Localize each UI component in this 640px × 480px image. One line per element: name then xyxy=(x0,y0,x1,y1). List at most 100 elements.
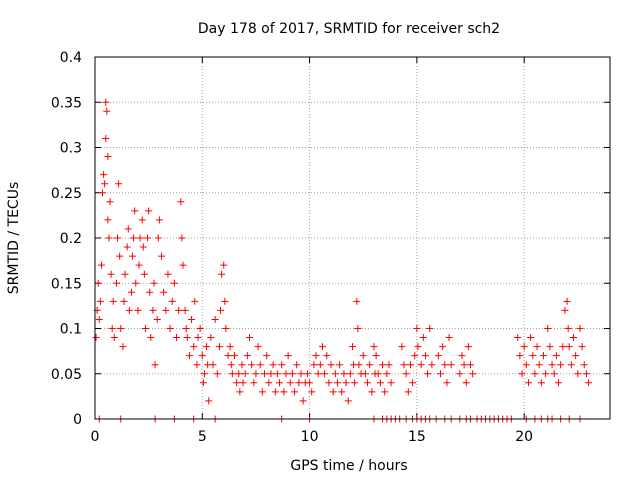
data-point xyxy=(514,334,522,342)
data-point xyxy=(353,297,361,305)
data-point xyxy=(226,343,234,351)
data-point xyxy=(135,261,143,269)
x-tick-label: 5 xyxy=(198,429,207,445)
data-point xyxy=(99,189,107,197)
data-point xyxy=(218,270,226,278)
data-point xyxy=(303,370,311,378)
y-tick-label: 0.2 xyxy=(60,231,82,247)
data-point xyxy=(203,343,211,351)
data-point xyxy=(146,288,154,296)
data-point xyxy=(109,297,117,305)
data-point xyxy=(342,379,350,387)
data-point xyxy=(338,388,346,396)
data-point xyxy=(280,388,288,396)
data-point xyxy=(419,334,427,342)
data-point xyxy=(205,397,213,405)
data-point xyxy=(102,134,110,142)
data-point xyxy=(383,370,391,378)
data-point xyxy=(199,379,207,387)
data-point xyxy=(182,325,190,332)
data-point xyxy=(539,352,547,360)
data-point xyxy=(364,379,372,387)
data-point xyxy=(385,361,393,369)
data-point xyxy=(144,234,152,242)
data-point xyxy=(417,361,425,369)
data-point xyxy=(149,306,157,314)
data-point xyxy=(447,361,455,369)
data-point xyxy=(154,234,162,242)
data-point xyxy=(241,370,249,378)
data-point xyxy=(414,343,422,351)
y-tick-label: 0.35 xyxy=(51,95,82,111)
data-point xyxy=(196,325,204,332)
data-point xyxy=(563,297,571,305)
data-point xyxy=(436,370,444,378)
data-point xyxy=(112,279,120,287)
data-point xyxy=(529,352,537,360)
data-point xyxy=(179,261,187,269)
data-point xyxy=(361,370,369,378)
data-point xyxy=(542,370,550,378)
data-point xyxy=(398,343,406,351)
data-point xyxy=(354,325,362,332)
data-point xyxy=(323,352,331,360)
data-point xyxy=(376,379,384,387)
data-point xyxy=(181,306,189,314)
data-point xyxy=(250,379,258,387)
data-point xyxy=(516,352,524,360)
data-point xyxy=(243,352,251,360)
data-point xyxy=(236,388,244,396)
data-point xyxy=(110,334,118,342)
data-point xyxy=(351,379,359,387)
data-point xyxy=(379,361,387,369)
data-point xyxy=(207,334,215,342)
data-point xyxy=(299,397,307,405)
data-point xyxy=(585,379,593,387)
data-point xyxy=(217,306,225,314)
data-point xyxy=(238,361,246,369)
y-axis-label: SRMTID / TECUs xyxy=(6,182,22,295)
data-point xyxy=(151,361,159,369)
data-point xyxy=(344,397,352,405)
data-point xyxy=(254,343,262,351)
data-point xyxy=(346,370,354,378)
data-point xyxy=(582,370,590,378)
data-point xyxy=(155,216,163,224)
data-point xyxy=(136,234,144,242)
data-point xyxy=(325,379,333,387)
data-point xyxy=(271,388,279,396)
data-point xyxy=(265,379,273,387)
data-point xyxy=(580,361,588,369)
data-point xyxy=(221,297,229,305)
plot-frame xyxy=(94,56,611,420)
data-point xyxy=(310,361,318,369)
data-point xyxy=(411,352,419,360)
data-point xyxy=(185,352,193,360)
data-point xyxy=(102,98,110,106)
data-point xyxy=(565,343,573,351)
y-tick-label: 0 xyxy=(73,412,82,428)
data-point xyxy=(131,207,139,215)
data-point xyxy=(413,325,421,332)
data-point xyxy=(578,343,586,351)
data-point xyxy=(546,343,554,351)
data-point xyxy=(555,379,562,387)
data-point xyxy=(286,379,294,387)
data-point xyxy=(467,361,475,369)
x-axis-label: GPS time / hours xyxy=(290,458,407,474)
data-point xyxy=(567,361,575,369)
data-point xyxy=(263,352,271,360)
data-point xyxy=(524,379,532,387)
data-point xyxy=(95,315,103,323)
data-point xyxy=(227,361,235,369)
data-point xyxy=(97,261,105,269)
data-point xyxy=(267,370,275,378)
data-point xyxy=(166,325,174,332)
data-point xyxy=(100,171,108,179)
data-point xyxy=(336,361,344,369)
data-point xyxy=(228,370,236,378)
data-point xyxy=(537,379,545,387)
data-point xyxy=(340,370,348,378)
data-point xyxy=(145,207,153,215)
data-point xyxy=(381,388,389,396)
